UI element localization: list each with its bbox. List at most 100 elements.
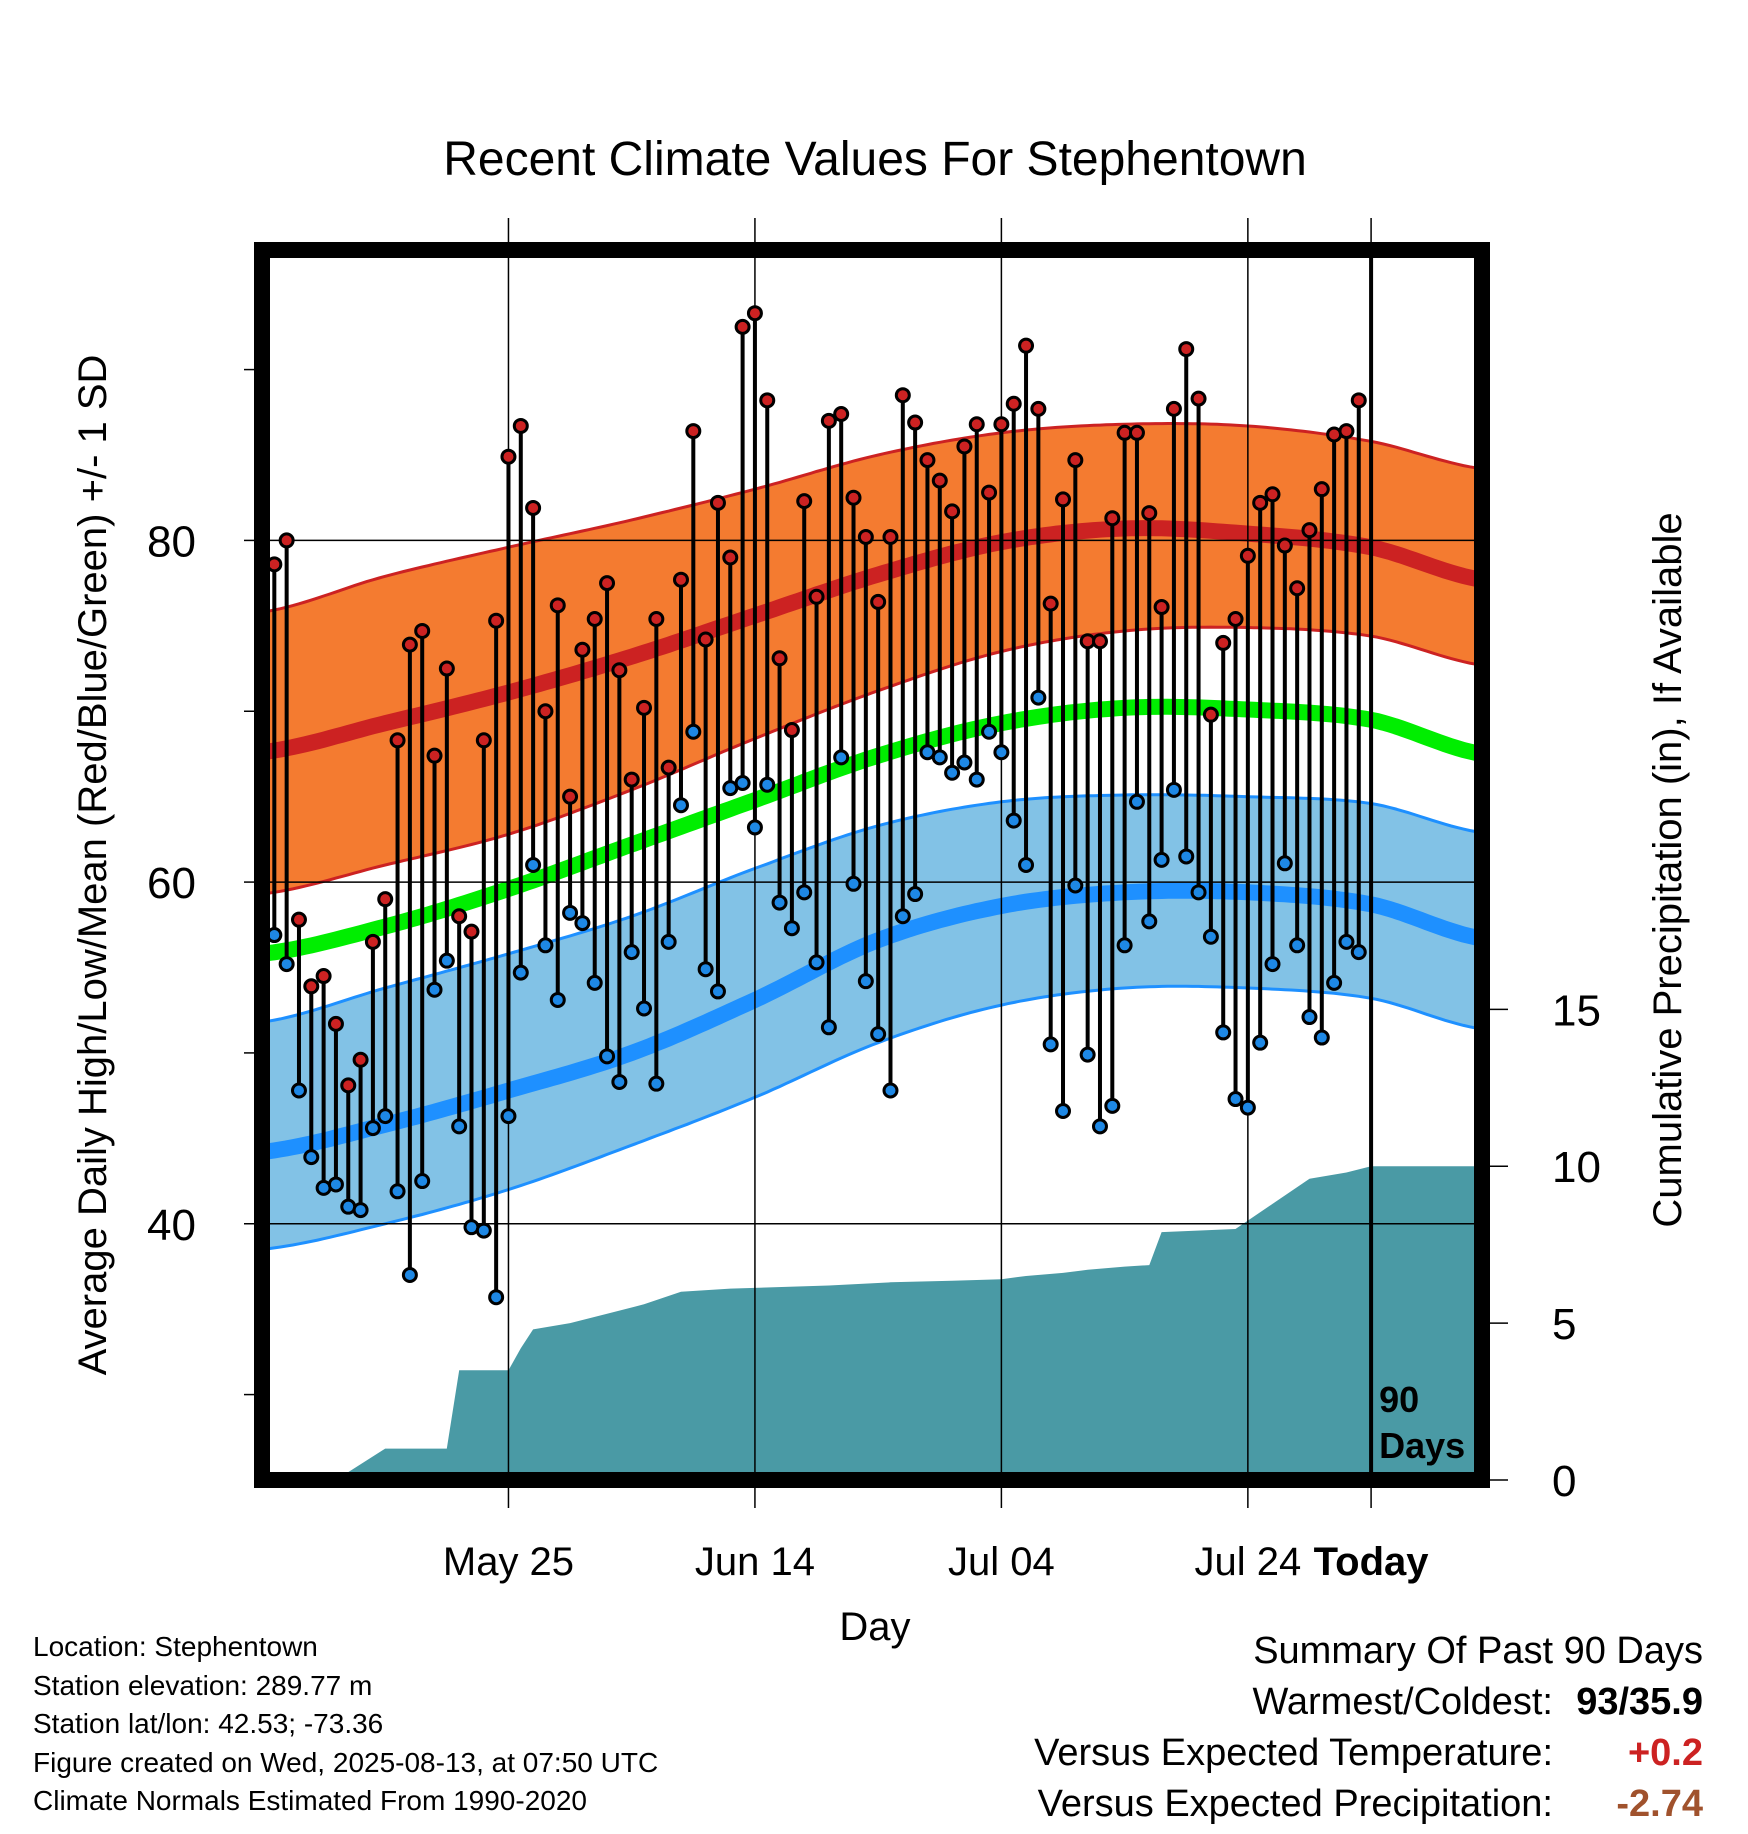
daily-low-point: [1141, 913, 1158, 930]
daily-low-point: [1301, 1009, 1318, 1026]
daily-low-point: [833, 749, 850, 766]
precipitation-fill: [262, 1166, 1482, 1480]
daily-high-point: [833, 406, 850, 422]
created-text: Figure created on Wed, 2025-08-13, at 07…: [33, 1746, 659, 1778]
daily-low-point: [746, 819, 763, 836]
daily-high-point: [709, 494, 726, 511]
daily-low-point: [623, 944, 640, 961]
daily-high-point: [1190, 390, 1207, 407]
low-sd-upper-edge: [262, 793, 1482, 1024]
station-info: Location: Stephentown Station elevation:…: [33, 1628, 658, 1821]
daily-high-point: [1165, 400, 1182, 417]
normal-low-line: [262, 882, 1482, 1160]
daily-low-point: [968, 771, 985, 788]
warmest-coldest-value: 93/35.9: [1576, 1681, 1703, 1723]
axes: 40 60 80 0 5 10 15 May 25 Jun 14 Jul 04 Jul 24 Toda…: [147, 218, 1601, 1584]
daily-high-point: [956, 438, 973, 455]
daily-low-point: [352, 1202, 369, 1219]
latlon-text: Station lat/lon: 42.53; -73.36: [33, 1708, 384, 1739]
daily-high-point: [931, 472, 948, 489]
high-sd-lower-edge: [262, 625, 1482, 896]
daily-high-point: [451, 908, 468, 925]
daily-high-point: [377, 891, 394, 908]
chart-title: Recent Climate Values For Stephentown: [443, 133, 1307, 186]
daily-low-point: [1018, 857, 1035, 873]
high-sd-upper-edge: [262, 422, 1482, 614]
daily-high-point: [1104, 510, 1121, 527]
daily-high-point: [685, 423, 702, 440]
daily-high-point: [426, 747, 443, 764]
temp-anomaly-row: Versus Expected Temperature: +0.2: [1034, 1732, 1703, 1783]
y-right-tick-label: 15: [1552, 986, 1601, 1035]
daily-low-point: [1227, 1091, 1244, 1108]
daily-low-point: [808, 954, 825, 971]
daily-low-point: [438, 952, 455, 969]
daily-high-point: [1252, 494, 1269, 511]
daily-low-point: [870, 1026, 887, 1043]
daily-low-point: [1239, 1099, 1256, 1116]
daily-high-point: [808, 588, 825, 605]
daily-high-point: [537, 703, 554, 720]
daily-low-point: [1276, 855, 1293, 872]
y-left-tick-label: 60: [147, 859, 196, 908]
daily-high-point: [1239, 547, 1256, 564]
normal-mean-line: [262, 698, 1482, 962]
daily-high-point: [672, 571, 689, 588]
daily-high-point: [574, 641, 591, 658]
daily-high-point: [1202, 706, 1219, 723]
daily-high-point: [771, 650, 788, 667]
daily-high-point: [759, 392, 776, 409]
daily-high-point: [562, 788, 579, 805]
daily-low-point: [685, 723, 702, 740]
daily-low-point: [1116, 937, 1133, 954]
daily-low-point: [1091, 1118, 1108, 1135]
daily-high-point: [525, 499, 542, 516]
daily-low-point: [771, 894, 788, 911]
daily-low-point: [574, 915, 591, 932]
daily-high-point: [512, 417, 529, 434]
daily-high-point: [290, 911, 307, 928]
y-axis-right-label: Cumulative Precipitation (in), If Availa…: [1646, 512, 1690, 1227]
daily-high-point: [1141, 505, 1158, 522]
daily-high-point: [981, 484, 998, 501]
daily-low-point: [1005, 812, 1022, 829]
daily-low-point: [709, 983, 726, 1000]
x-tick-label: Jul 04: [948, 1540, 1055, 1584]
warmest-coldest-label: Warmest/Coldest:: [1252, 1681, 1553, 1723]
daily-high-point: [870, 593, 887, 610]
daily-low-point: [1153, 851, 1170, 868]
x-tick-label: Jul 24: [1194, 1540, 1301, 1584]
daily-high-point: [1030, 400, 1047, 417]
daily-low-point: [512, 964, 529, 981]
daily-high-point: [438, 660, 455, 677]
daily-high-point: [1128, 424, 1145, 441]
daily-low-point: [426, 981, 443, 998]
daily-low-point: [1338, 933, 1355, 950]
daily-low-point: [364, 1120, 381, 1137]
daily-low-point: [1104, 1097, 1121, 1114]
summary-title: Summary Of Past 90 Days: [1253, 1630, 1703, 1672]
y-right-tick-label: 0: [1552, 1457, 1576, 1506]
precip-anomaly-value: -2.74: [1616, 1783, 1703, 1825]
daily-high-point: [1042, 595, 1059, 612]
daily-low-point: [549, 991, 566, 1008]
daily-low-point: [993, 744, 1010, 761]
daily-high-point: [993, 416, 1010, 433]
daily-low-point: [488, 1289, 505, 1306]
daily-high-point: [611, 662, 628, 679]
daily-low-point: [1030, 689, 1047, 706]
daily-low-point: [796, 884, 813, 901]
daily-high-point: [1055, 491, 1072, 508]
warmest-coldest-row: Warmest/Coldest: 93/35.9: [1034, 1681, 1703, 1732]
plot-frame: [254, 242, 1490, 1488]
daily-low-point: [1264, 956, 1281, 973]
daily-high-point: [734, 318, 751, 335]
x-tick-label: Jun 14: [695, 1540, 815, 1584]
today-marker: 90 Days: [1369, 250, 1465, 1480]
daily-low-point: [1067, 877, 1084, 894]
daily-high-point: [882, 529, 899, 545]
x-tick-label: Today: [1314, 1540, 1430, 1584]
daily-low-point: [759, 776, 776, 793]
daily-high-point: [488, 612, 505, 629]
daily-high-point: [648, 611, 665, 627]
